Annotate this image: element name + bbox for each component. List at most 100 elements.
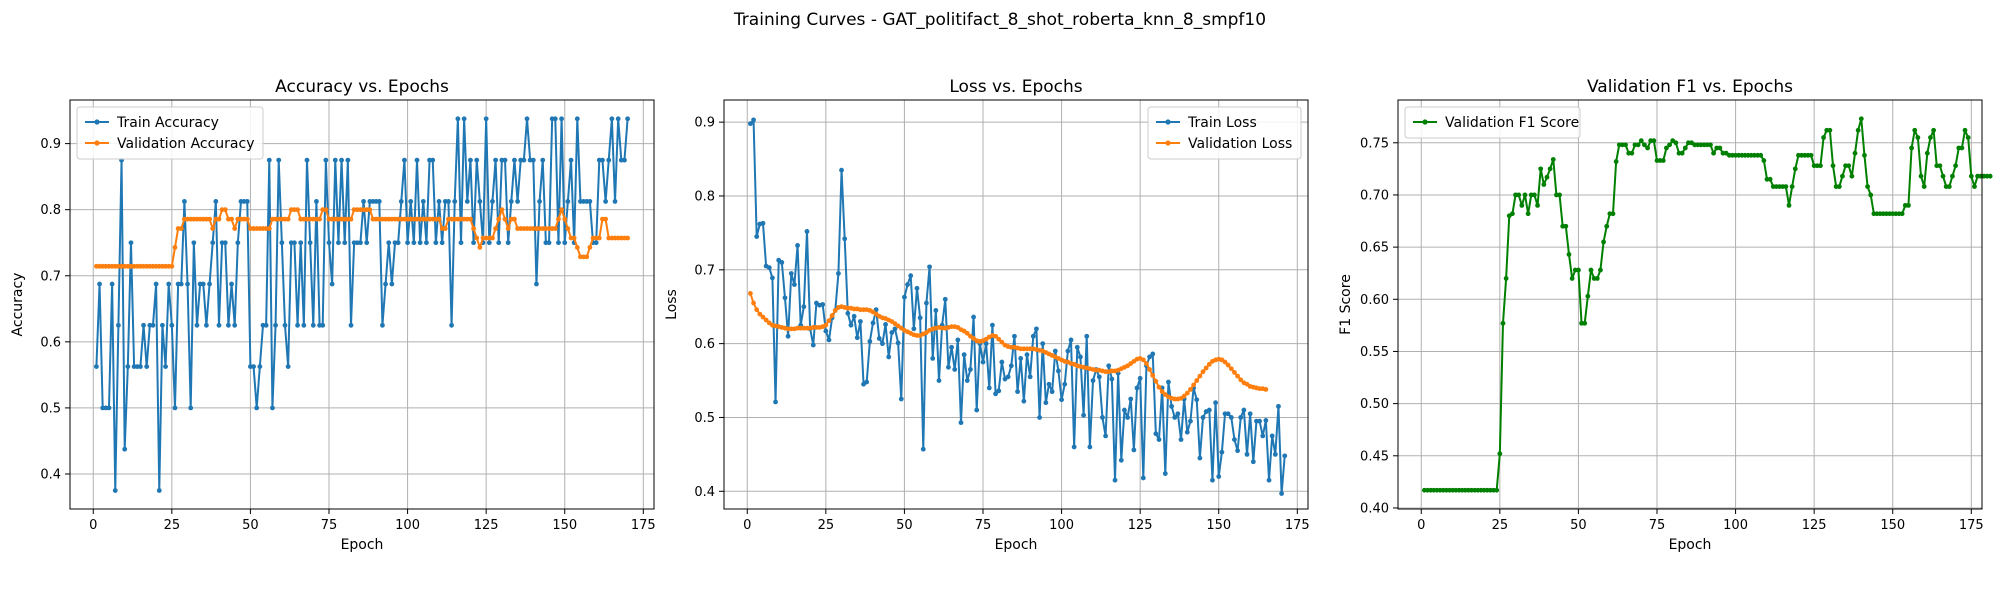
data-point <box>773 399 778 405</box>
data-point <box>1162 471 1168 476</box>
data-point <box>530 157 536 163</box>
f1-chart: 0 25 50 75 100 125 150 175 0.40 0.45 0.50 0.55 0.60 0… <box>1338 77 1993 553</box>
data-point <box>1213 400 1218 406</box>
legend-entry: Train Loss <box>1187 115 1257 131</box>
data-point <box>788 271 794 276</box>
data-point <box>895 340 901 346</box>
data-point <box>625 235 630 241</box>
data-point <box>1761 158 1767 163</box>
data-point <box>144 364 150 370</box>
x-tick-label: 75 <box>975 518 992 533</box>
y-axis-label: F1 Score <box>1338 274 1354 335</box>
data-point <box>609 116 615 122</box>
data-point <box>823 328 829 334</box>
y-tick-label: 0.55 <box>1360 345 1389 360</box>
data-point <box>433 240 439 246</box>
data-point <box>383 281 388 287</box>
data-point <box>150 322 156 328</box>
data-point <box>1846 163 1852 169</box>
series-line <box>749 118 1286 495</box>
data-point <box>1200 415 1206 420</box>
data-point <box>1962 127 1968 133</box>
data-point <box>471 240 476 246</box>
data-point <box>1767 176 1773 182</box>
data-point <box>244 216 250 222</box>
data-point <box>858 319 863 324</box>
data-point <box>1906 202 1911 208</box>
data-point <box>804 229 810 234</box>
data-point <box>1660 158 1666 163</box>
data-point <box>1792 166 1798 172</box>
data-point <box>1569 276 1575 281</box>
data-point <box>1519 202 1525 208</box>
data-point <box>1550 157 1556 162</box>
data-point <box>1852 150 1858 156</box>
data-point <box>106 405 112 411</box>
data-point <box>990 322 995 328</box>
data-point <box>748 291 753 296</box>
data-point <box>823 322 829 328</box>
data-point <box>1153 378 1159 384</box>
data-point <box>1090 378 1096 383</box>
data-point <box>1604 223 1610 229</box>
data-point <box>430 157 436 163</box>
data-point <box>574 116 580 122</box>
data-point <box>763 317 769 323</box>
data-point <box>942 296 948 302</box>
data-point <box>169 263 175 269</box>
data-point <box>876 336 882 341</box>
data-point <box>1576 267 1581 273</box>
data-point <box>1862 152 1867 158</box>
data-point <box>1147 367 1152 372</box>
data-point <box>892 326 898 332</box>
data-point <box>1052 348 1058 354</box>
chart-title: Validation F1 vs. Epochs <box>1587 77 1793 97</box>
data-point <box>1206 407 1212 413</box>
data-point <box>958 420 964 426</box>
data-point <box>229 281 234 287</box>
series-line <box>95 117 629 492</box>
data-point <box>1159 389 1165 395</box>
x-tick-label: 50 <box>242 518 259 533</box>
data-point <box>1503 276 1509 281</box>
data-point <box>276 157 282 163</box>
data-point <box>1786 202 1792 208</box>
x-tick-label: 50 <box>896 518 913 533</box>
data-point <box>1269 433 1275 439</box>
data-point <box>439 240 445 246</box>
data-point <box>1188 418 1193 424</box>
y-tick-label: 0.9 <box>40 137 61 152</box>
data-point <box>905 282 910 287</box>
y-tick-label: 0.4 <box>694 485 715 500</box>
data-point <box>1216 474 1222 479</box>
data-point <box>1582 320 1588 326</box>
data-point <box>1194 397 1200 403</box>
data-point <box>172 245 178 250</box>
data-point <box>490 235 495 241</box>
data-point <box>1664 145 1669 151</box>
x-tick-label: 125 <box>474 518 499 533</box>
data-point <box>571 235 577 241</box>
data-point <box>1084 333 1090 339</box>
y-tick-label: 0.75 <box>1360 136 1389 151</box>
data-point <box>1021 398 1027 404</box>
data-point <box>172 405 178 411</box>
x-tick-label: 150 <box>1880 518 1905 533</box>
data-point <box>1924 150 1930 156</box>
data-point <box>1005 374 1011 380</box>
data-point <box>779 260 785 265</box>
y-tick-label: 0.6 <box>40 335 61 350</box>
data-point <box>204 322 209 328</box>
data-point <box>455 116 461 122</box>
data-point <box>1522 192 1528 198</box>
data-point <box>1915 135 1921 140</box>
data-point <box>1250 459 1256 465</box>
data-point <box>386 240 392 246</box>
data-point <box>1203 365 1209 371</box>
data-point <box>1232 437 1237 442</box>
data-point <box>1282 453 1288 459</box>
data-point <box>188 405 194 411</box>
data-point <box>502 157 508 163</box>
y-tick-label: 0.5 <box>40 401 61 416</box>
data-point <box>625 116 630 122</box>
